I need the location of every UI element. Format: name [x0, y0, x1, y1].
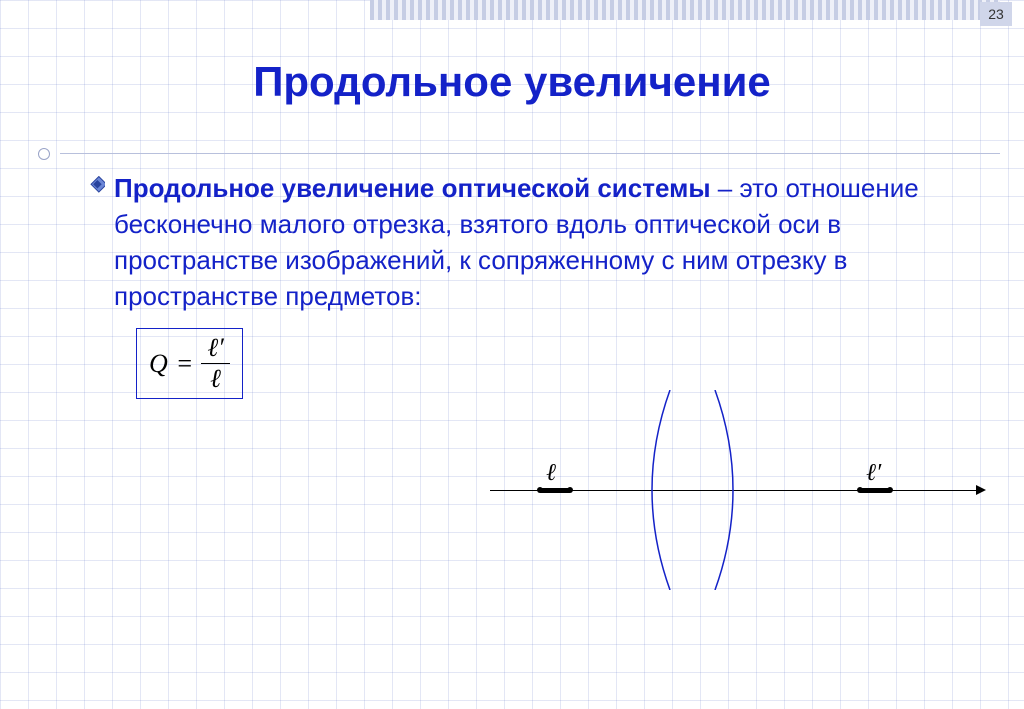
definition-text: Продольное увеличение оптической системы… — [114, 170, 934, 314]
formula-numerator: ℓ′ — [201, 335, 230, 364]
rule-endpoint-icon — [38, 148, 50, 160]
diamond-bullet-icon — [87, 176, 105, 199]
equals-sign: = — [176, 349, 194, 379]
lens-surface-left — [640, 390, 680, 590]
axis-arrow-icon — [976, 485, 986, 495]
rule-line — [60, 153, 1000, 154]
top-pattern-bar — [370, 0, 1000, 20]
slide: 23 Продольное увеличение Продольное увел… — [0, 0, 1024, 709]
slide-title: Продольное увеличение — [0, 58, 1024, 106]
segment-lprime-label: ℓ′ — [866, 460, 881, 487]
page-number: 23 — [980, 2, 1012, 26]
optical-diagram: ℓ ℓ′ — [490, 380, 980, 600]
horizontal-rule — [0, 142, 1024, 162]
formula: Q = ℓ′ ℓ — [149, 335, 230, 392]
formula-fraction: ℓ′ ℓ — [201, 335, 230, 392]
formula-denominator: ℓ — [210, 364, 221, 392]
segment-lprime-end — [887, 487, 893, 493]
lens-surface-right — [705, 390, 745, 590]
formula-lhs: Q — [149, 349, 168, 379]
segment-l-end — [567, 487, 573, 493]
segment-lprime — [860, 488, 890, 493]
segment-l — [540, 488, 570, 493]
formula-box: Q = ℓ′ ℓ — [136, 328, 243, 399]
segment-l-label: ℓ — [546, 460, 556, 487]
definition-term: Продольное увеличение оптической системы — [114, 173, 711, 203]
